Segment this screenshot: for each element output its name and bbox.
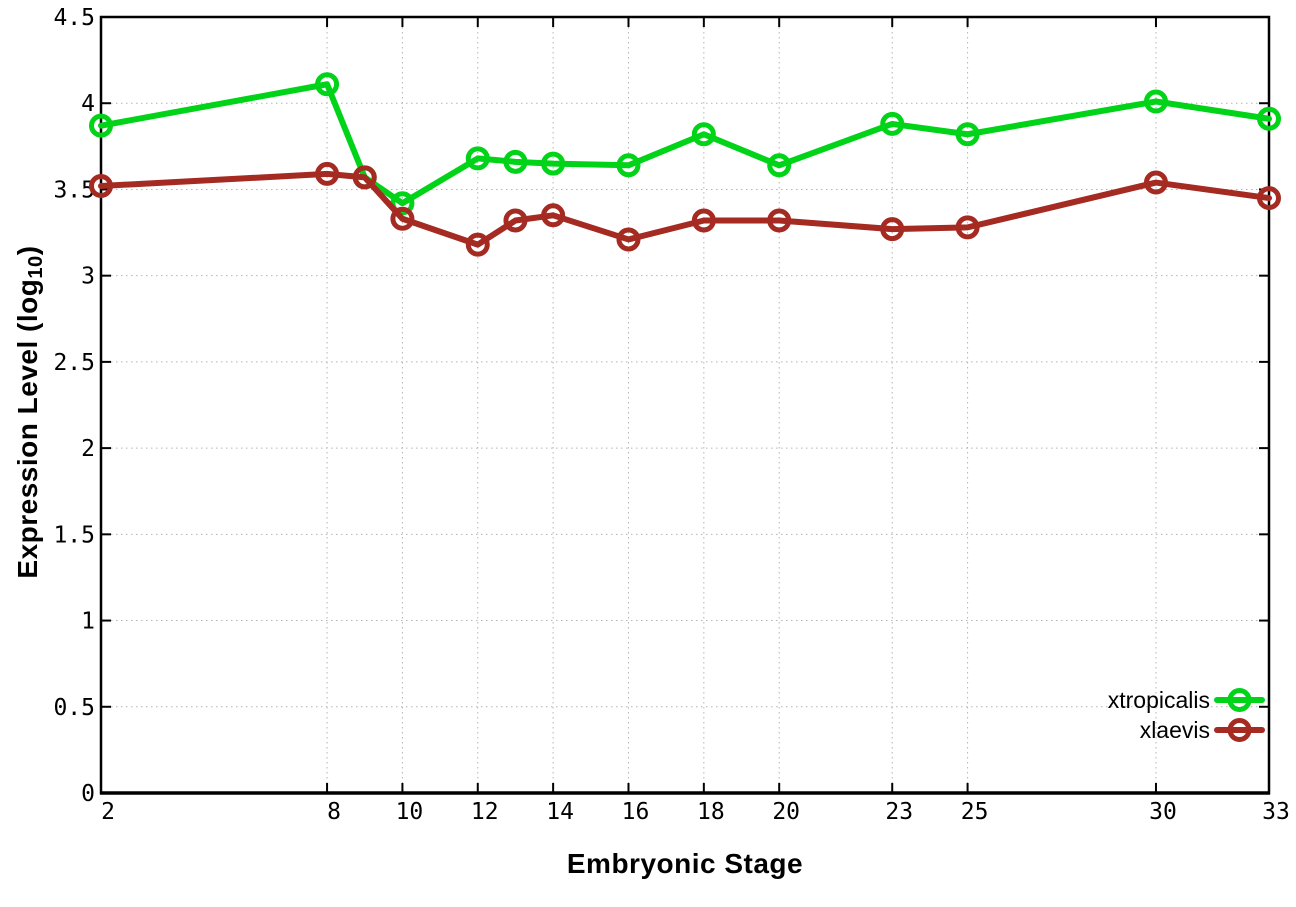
y-axis-title-subscript: 10 [25, 255, 48, 279]
data-point-xlaevis [89, 173, 113, 198]
y-axis-title-text: Expression Level (log [11, 278, 43, 579]
y-tick-label: 0.5 [53, 695, 95, 721]
data-point-xtropicalis [315, 72, 340, 97]
x-tick-label: 8 [327, 799, 341, 825]
data-point-xtropicalis [89, 113, 113, 138]
data-point-xtropicalis [390, 191, 415, 216]
data-point-xlaevis [955, 215, 980, 240]
data-point-xtropicalis [616, 153, 641, 178]
series-line-xtropicalis [98, 81, 1272, 207]
data-point-xlaevis [503, 208, 528, 233]
x-tick-label: 33 [1262, 799, 1290, 825]
data-point-xlaevis [880, 217, 905, 242]
x-tick-label: 23 [885, 799, 913, 825]
y-tick-label: 1 [81, 609, 95, 635]
data-point-xtropicalis [1143, 89, 1168, 114]
y-tick-label: 3 [81, 264, 95, 290]
x-tick-label: 20 [772, 799, 800, 825]
legend-label-xlaevis: xlaevis [1140, 717, 1210, 743]
data-point-xtropicalis [880, 111, 905, 136]
y-axis-title: Expression Level (log10) [12, 245, 48, 578]
data-point-xtropicalis [465, 146, 490, 171]
data-point-xtropicalis [691, 122, 716, 147]
data-point-xlaevis [616, 227, 641, 252]
data-point-xtropicalis [1257, 106, 1281, 131]
y-tick-label: 1.5 [53, 522, 95, 548]
data-point-xlaevis [1143, 170, 1168, 195]
x-tick-label: 14 [546, 799, 574, 825]
legend-marker-xlaevis [1227, 718, 1252, 742]
x-tick-label: 16 [622, 799, 650, 825]
y-tick-label: 3.5 [53, 177, 95, 203]
data-point-xlaevis [465, 232, 490, 257]
x-tick-label: 30 [1149, 799, 1177, 825]
series-line-xlaevis [98, 170, 1272, 248]
y-tick-label: 4 [81, 91, 95, 117]
legend-label-xtropicalis: xtropicalis [1108, 687, 1210, 713]
y-tick-label: 2 [81, 436, 95, 462]
y-tick-label: 2.5 [53, 350, 95, 376]
data-point-xtropicalis [503, 149, 528, 174]
plot-border [99, 15, 1271, 795]
y-tick-label: 4.5 [53, 5, 95, 31]
x-tick-label: 12 [471, 799, 499, 825]
data-point-xlaevis [541, 203, 566, 228]
data-point-xtropicalis [955, 122, 980, 147]
data-point-xlaevis [352, 165, 377, 190]
x-tick-label: 25 [961, 799, 989, 825]
data-point-xlaevis [1257, 186, 1281, 211]
x-tick-label: 2 [101, 799, 115, 825]
data-point-xlaevis [691, 208, 716, 233]
x-tick-label: 10 [396, 799, 424, 825]
data-point-xlaevis [315, 161, 340, 186]
data-point-xtropicalis [767, 153, 792, 178]
data-point-xtropicalis [541, 151, 566, 176]
y-axis-title-close: ) [11, 245, 43, 256]
legend-marker-xtropicalis [1227, 688, 1252, 712]
x-tick-label: 18 [697, 799, 725, 825]
data-point-xlaevis [390, 206, 415, 231]
y-tick-label: 0 [81, 781, 95, 807]
x-axis-title: Embryonic Stage [566, 848, 804, 879]
data-point-xlaevis [767, 208, 792, 233]
